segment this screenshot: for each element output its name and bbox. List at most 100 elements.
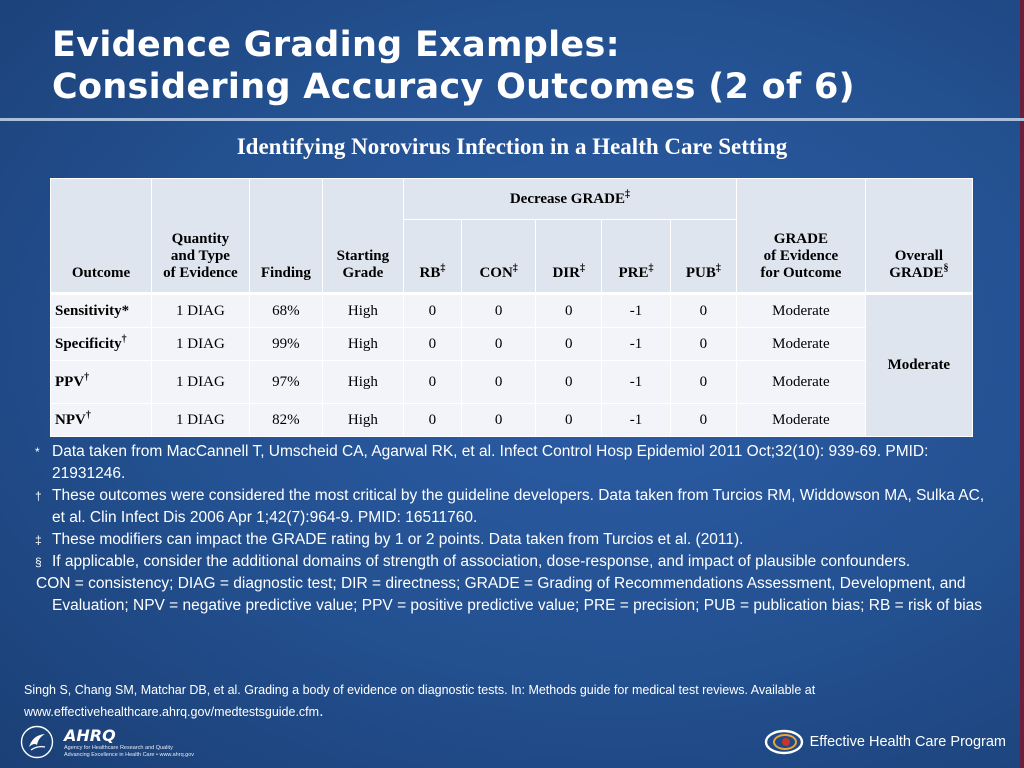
abbreviations-note: CON = consistency; DIAG = diagnostic tes… bbox=[36, 575, 983, 614]
header-pub: PUB‡ bbox=[669, 219, 738, 294]
row-starting-grade: High bbox=[322, 403, 404, 437]
citation-url-line: www.effectivehealthcare.ahrq.gov/medtest… bbox=[24, 701, 984, 723]
table-header-row: Outcome Quantity and Type of Evidence Fi… bbox=[49, 178, 974, 294]
row-outcome: NPV† bbox=[49, 403, 153, 437]
footnote: § If applicable, consider the additional… bbox=[30, 551, 990, 573]
header-starting-line1: Starting bbox=[336, 248, 390, 264]
row-finding: 97% bbox=[248, 360, 324, 404]
row-pub: 0 bbox=[669, 292, 738, 328]
row-outcome-label: Sensitivity* bbox=[55, 302, 130, 319]
row-dir: 0 bbox=[535, 360, 603, 404]
row-quantity: 1 DIAG bbox=[151, 360, 250, 404]
row-finding: 68% bbox=[248, 292, 324, 328]
row-dir: 0 bbox=[535, 292, 603, 328]
table-row: Specificity† 1 DIAG 99% High 0 0 0 -1 0 … bbox=[49, 327, 973, 361]
row-pub: 0 bbox=[669, 403, 738, 437]
row-outcome-label: PPV bbox=[55, 373, 85, 390]
header-decrease-mark: ‡ bbox=[624, 188, 630, 200]
header-dir-mark: ‡ bbox=[579, 263, 585, 274]
row-outcome-mark: † bbox=[84, 371, 90, 383]
row-outcome-label: NPV bbox=[55, 411, 86, 428]
row-grade: Moderate bbox=[736, 327, 866, 361]
footnote-mark: † bbox=[35, 489, 42, 503]
row-con: 0 bbox=[461, 292, 537, 328]
footnote-text: If applicable, consider the additional d… bbox=[52, 553, 911, 570]
slide-title: Evidence Grading Examples: Considering A… bbox=[52, 24, 855, 108]
row-rb: 0 bbox=[402, 327, 463, 361]
row-quantity: 1 DIAG bbox=[151, 292, 250, 328]
title-line-2: Considering Accuracy Outcomes (2 of 6) bbox=[52, 67, 855, 107]
row-grade: Moderate bbox=[736, 403, 866, 437]
header-con-mark: ‡ bbox=[512, 263, 518, 274]
source-citation: Singh S, Chang SM, Matchar DB, et al. Gr… bbox=[24, 679, 984, 723]
row-outcome: PPV† bbox=[49, 360, 153, 404]
row-con: 0 bbox=[461, 327, 537, 361]
header-grade-line2: of Evidence bbox=[763, 248, 839, 264]
ehc-program-label: Effective Health Care Program bbox=[809, 734, 1006, 750]
row-outcome-mark: † bbox=[85, 409, 91, 421]
header-starting-line2: Grade bbox=[342, 265, 384, 281]
row-grade: Moderate bbox=[736, 360, 866, 404]
ahrq-footer-logo: AHRQ Agency for Healthcare Research and … bbox=[20, 724, 194, 760]
ahrq-tagline: Agency for Healthcare Research and Quali… bbox=[64, 744, 173, 751]
row-outcome: Specificity† bbox=[49, 327, 153, 361]
row-pre: -1 bbox=[601, 327, 671, 361]
header-grade-line3: for Outcome bbox=[760, 265, 842, 281]
row-pre: -1 bbox=[601, 360, 671, 404]
ahrq-tagline-url: Advancing Excellence in Health Care • ww… bbox=[64, 751, 195, 758]
row-grade: Moderate bbox=[736, 292, 866, 328]
table-row: NPV† 1 DIAG 82% High 0 0 0 -1 0 Moderate bbox=[49, 403, 973, 437]
header-decrease-label: Decrease GRADE bbox=[509, 190, 625, 207]
header-quantity-line1: Quantity bbox=[171, 231, 230, 247]
header-quantity-line3: of Evidence bbox=[163, 265, 238, 281]
row-quantity: 1 DIAG bbox=[151, 403, 250, 437]
row-pub: 0 bbox=[669, 327, 738, 361]
footnote-text: These modifiers can impact the GRADE rat… bbox=[52, 531, 744, 548]
header-rb-mark: ‡ bbox=[440, 263, 446, 274]
overall-grade-cell: Moderate bbox=[864, 292, 974, 437]
row-outcome-mark: † bbox=[121, 333, 127, 345]
row-dir: 0 bbox=[535, 327, 603, 361]
table-subtitle: Identifying Norovirus Infection in a Hea… bbox=[236, 134, 788, 159]
table-row: Sensitivity* 1 DIAG 68% High 0 0 0 -1 0 … bbox=[49, 292, 974, 437]
row-con: 0 bbox=[461, 360, 537, 404]
row-pre: -1 bbox=[601, 292, 671, 328]
row-rb: 0 bbox=[402, 360, 463, 404]
footnote: * Data taken from MacCannell T, Umscheid… bbox=[30, 441, 990, 485]
footnote: † These outcomes were considered the mos… bbox=[30, 485, 990, 529]
title-divider bbox=[0, 118, 1024, 121]
header-grade-of-evidence: GRADE of Evidence for Outcome bbox=[736, 178, 866, 294]
header-decrease-grade: Decrease GRADE‡ bbox=[402, 178, 738, 220]
table-row: PPV† 1 DIAG 97% High 0 0 0 -1 0 Moderate bbox=[49, 360, 973, 404]
row-dir: 0 bbox=[535, 403, 603, 437]
ehc-footer-logo: Effective Health Care Program bbox=[764, 728, 1006, 756]
header-con: CON‡ bbox=[461, 219, 537, 294]
citation-text: Singh S, Chang SM, Matchar DB, et al. Gr… bbox=[24, 683, 816, 697]
header-pre-label: PRE bbox=[618, 265, 649, 281]
header-starting-grade: Starting Grade bbox=[322, 178, 404, 294]
row-outcome-label: Specificity bbox=[55, 335, 122, 352]
header-pub-label: PUB bbox=[685, 265, 716, 281]
footnotes: * Data taken from MacCannell T, Umscheid… bbox=[30, 441, 990, 617]
footnote-text: These outcomes were considered the most … bbox=[52, 487, 985, 526]
footnote-mark: ‡ bbox=[35, 533, 42, 547]
header-dir-label: DIR bbox=[552, 265, 580, 281]
ahrq-logo: AHRQ bbox=[64, 725, 116, 745]
ehc-swirl-icon bbox=[764, 729, 803, 755]
header-quantity: Quantity and Type of Evidence bbox=[151, 178, 250, 294]
row-quantity: 1 DIAG bbox=[151, 327, 250, 361]
header-grade-line1: GRADE bbox=[773, 231, 828, 247]
header-pre: PRE‡ bbox=[601, 219, 671, 294]
header-overall-line2: GRADE bbox=[889, 265, 944, 281]
table-subheader-row: RB‡ CON‡ DIR‡ PRE‡ PUB‡ bbox=[51, 219, 973, 294]
hhs-eagle-icon bbox=[20, 725, 54, 759]
row-rb: 0 bbox=[402, 403, 463, 437]
header-overall-line1: Overall bbox=[894, 248, 944, 264]
header-dir: DIR‡ bbox=[535, 219, 603, 294]
citation-url[interactable]: www.effectivehealthcare.ahrq.gov/medtest… bbox=[24, 705, 320, 719]
row-starting-grade: High bbox=[322, 360, 404, 404]
row-finding: 82% bbox=[248, 403, 324, 437]
row-starting-grade: High bbox=[322, 292, 404, 328]
header-overall-mark: § bbox=[943, 263, 949, 274]
ahrq-logo-block: AHRQ Agency for Healthcare Research and … bbox=[64, 726, 194, 759]
